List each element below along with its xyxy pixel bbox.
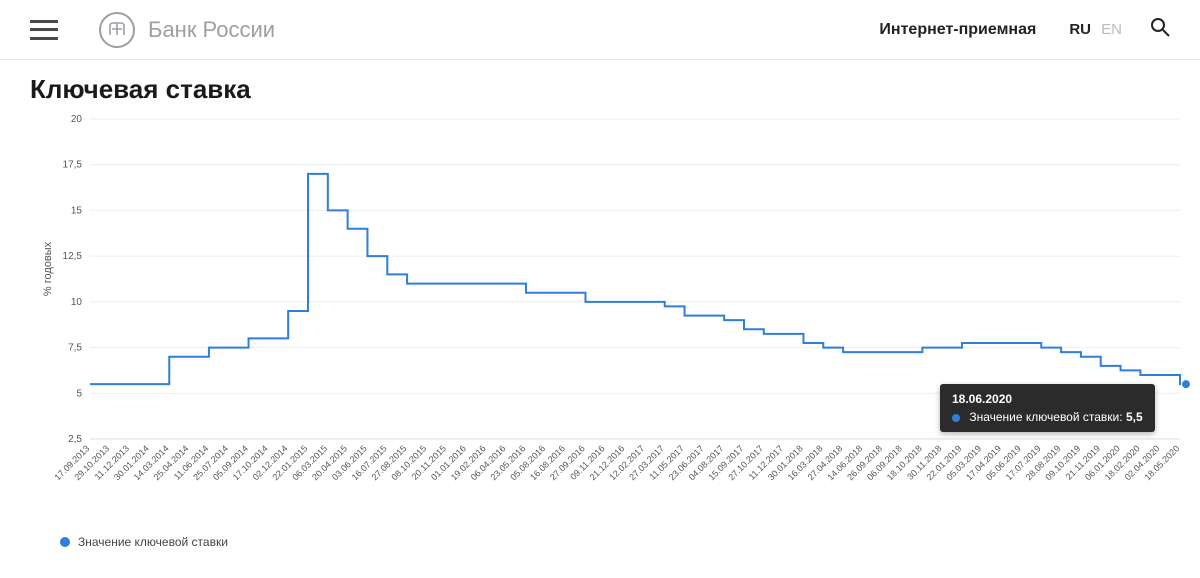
tooltip-series-label: Значение ключевой ставки: <box>969 410 1122 424</box>
key-rate-chart[interactable]: 2,557,51012,51517,52017.09.201329.10.201… <box>30 109 1190 529</box>
search-icon <box>1150 17 1170 37</box>
y-axis-label: % годовых <box>42 242 54 296</box>
svg-text:10: 10 <box>71 297 83 308</box>
cbr-eagle-icon <box>98 11 136 49</box>
svg-text:12,5: 12,5 <box>63 251 83 262</box>
lang-ru[interactable]: RU <box>1069 21 1091 38</box>
hamburger-menu-button[interactable] <box>30 20 58 40</box>
svg-text:20: 20 <box>71 114 83 125</box>
chart-container: % годовых 2,557,51012,51517,52017.09.201… <box>30 109 1190 529</box>
legend-dot-icon <box>60 537 70 547</box>
tooltip-date: 18.06.2020 <box>952 392 1143 406</box>
brand-text: Банк России <box>148 17 275 43</box>
svg-text:5: 5 <box>76 388 82 399</box>
legend-label: Значение ключевой ставки <box>78 535 228 549</box>
svg-text:7,5: 7,5 <box>68 343 82 354</box>
page-title: Ключевая ставка <box>30 74 1200 105</box>
svg-text:15: 15 <box>71 205 83 216</box>
svg-text:2,5: 2,5 <box>68 434 82 445</box>
brand-logo[interactable]: Банк России <box>98 11 275 49</box>
search-button[interactable] <box>1150 17 1170 42</box>
chart-legend: Значение ключевой ставки <box>60 535 1200 549</box>
svg-text:17,5: 17,5 <box>63 160 83 171</box>
tooltip-value: 5,5 <box>1126 410 1143 424</box>
lang-en[interactable]: EN <box>1101 21 1122 38</box>
language-switch: RU EN <box>1066 21 1125 38</box>
chart-tooltip: 18.06.2020 Значение ключевой ставки: 5,5 <box>940 384 1155 432</box>
internet-reception-link[interactable]: Интернет-приемная <box>879 21 1036 39</box>
tooltip-dot-icon <box>952 414 960 422</box>
header-bar: Банк России Интернет-приемная RU EN <box>0 0 1200 60</box>
